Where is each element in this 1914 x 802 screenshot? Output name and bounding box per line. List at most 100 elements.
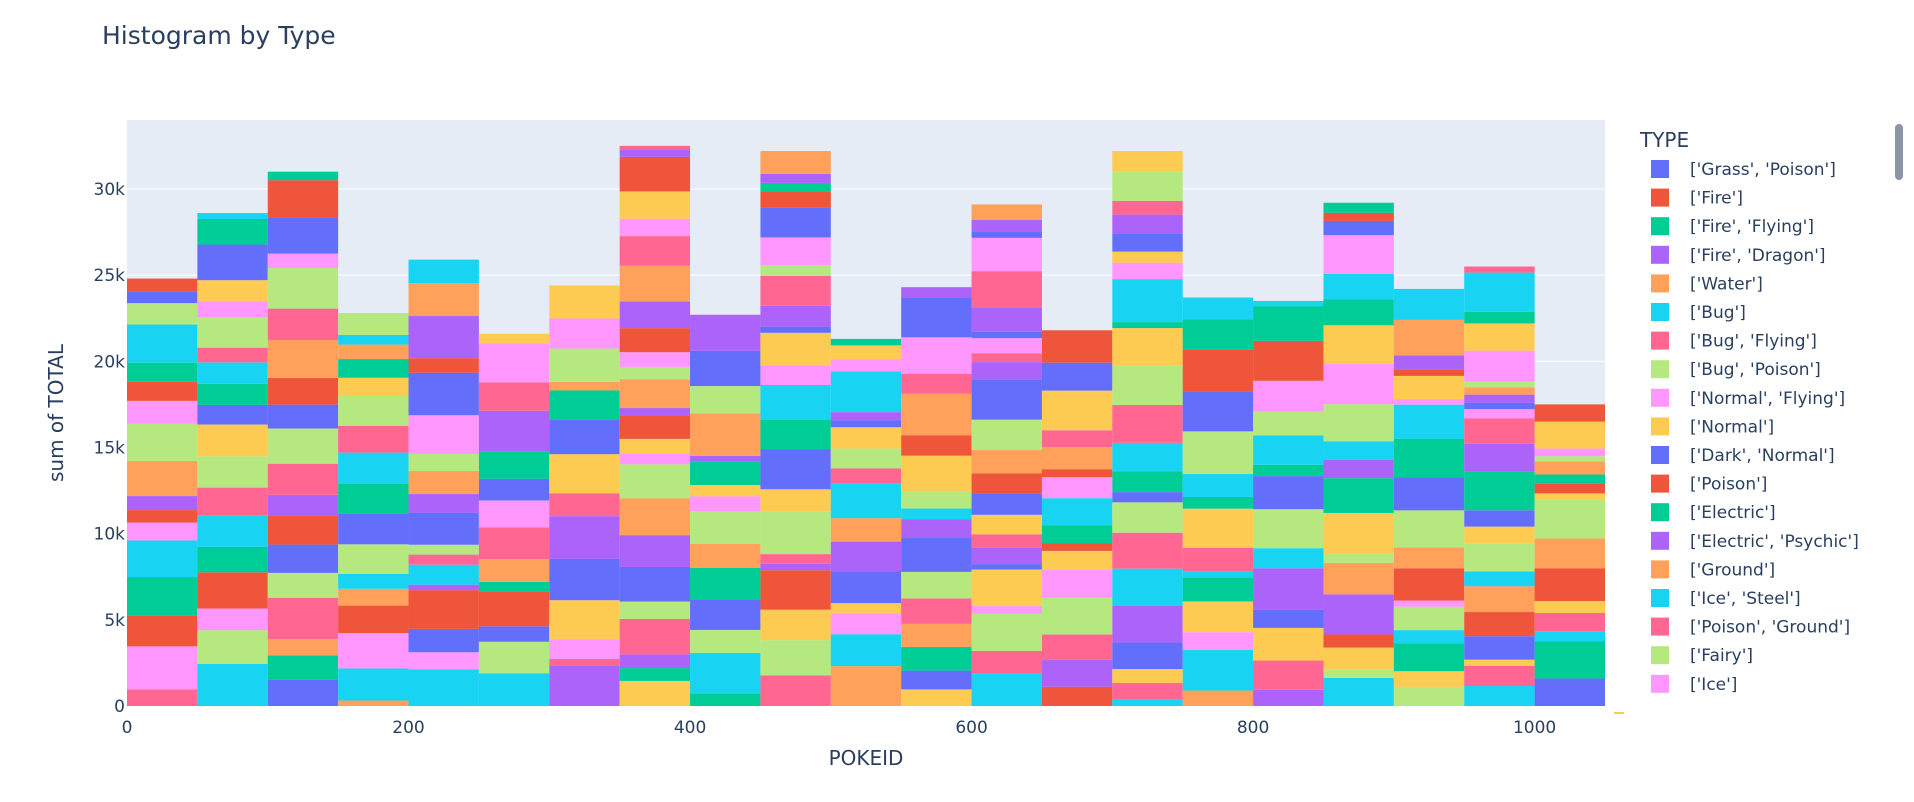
bar-segment xyxy=(197,664,267,706)
legend-item[interactable]: ['Ice', 'Steel'] xyxy=(1651,589,1801,609)
bar-segment xyxy=(620,416,690,439)
bar-segment xyxy=(127,510,197,522)
bar-segment xyxy=(1112,606,1182,643)
y-axis-ticks: 0 5k 10k 15k 20k 25k 30k xyxy=(94,180,126,717)
bar-segment xyxy=(338,544,408,574)
legend[interactable]: TYPE ['Grass', 'Poison'] ['Fire'] ['Fire',… xyxy=(1614,128,1859,714)
bar-segment xyxy=(831,371,901,412)
legend-item[interactable]: ['Poison'] xyxy=(1651,475,1767,495)
bar-segment xyxy=(620,668,690,681)
bar-segment xyxy=(197,547,267,572)
bar-segment xyxy=(901,491,971,508)
legend-item[interactable]: ['Fire', 'Flying'] xyxy=(1651,217,1814,237)
bar-segment xyxy=(690,599,760,630)
legend-item[interactable]: ['Ice'] xyxy=(1651,675,1737,695)
legend-swatch xyxy=(1651,246,1669,264)
legend-item[interactable]: ['Electric'] xyxy=(1651,503,1776,523)
bar-segment xyxy=(1042,551,1112,570)
bar-segment xyxy=(549,665,619,706)
bar-segment xyxy=(1253,628,1323,661)
bar-segment xyxy=(409,471,479,494)
bar-segment xyxy=(1323,221,1393,235)
bar-segment xyxy=(760,237,830,265)
bar-segment xyxy=(1253,661,1323,690)
bar-segment xyxy=(409,652,479,669)
bar-segment xyxy=(1183,691,1253,706)
bar-segment xyxy=(549,639,619,658)
bar-segment xyxy=(690,456,760,461)
bar-segment xyxy=(901,297,971,337)
bar-segment xyxy=(620,602,690,619)
bar-segment xyxy=(197,515,267,547)
legend-item[interactable]: ['Fire'] xyxy=(1651,189,1743,209)
bar-segment xyxy=(197,301,267,317)
legend-item[interactable]: ['Dark', 'Normal'] xyxy=(1651,446,1835,466)
bar-segment xyxy=(1535,679,1605,706)
bar-segment xyxy=(268,495,338,515)
legend-item[interactable]: ['Grass', 'Poison'] xyxy=(1651,160,1836,180)
legend-item[interactable]: ['Electric', 'Psychic'] xyxy=(1651,532,1859,552)
bar-segment xyxy=(1464,660,1534,666)
legend-scrollbar[interactable] xyxy=(1895,124,1903,180)
bar-segment xyxy=(1323,404,1393,441)
legend-item[interactable]: ['Normal'] xyxy=(1651,417,1774,437)
bar-segment xyxy=(690,511,760,543)
bar-segment xyxy=(972,674,1042,706)
bar-segment xyxy=(338,335,408,345)
legend-item[interactable]: ['Bug', 'Poison'] xyxy=(1651,360,1821,380)
legend-label: ['Ground'] xyxy=(1690,560,1775,580)
bar-segment xyxy=(127,291,197,303)
y-tick-label: 15k xyxy=(94,438,126,458)
legend-swatch xyxy=(1651,646,1669,664)
bar-segment xyxy=(1253,476,1323,509)
bar-segment xyxy=(1464,636,1534,659)
legend-item[interactable]: ['Bug'] xyxy=(1651,303,1746,323)
bar-segment xyxy=(409,283,479,316)
legend-item[interactable]: ['Fire', 'Dragon'] xyxy=(1651,246,1826,266)
bar-segment xyxy=(1535,568,1605,601)
bar-segment xyxy=(268,378,338,405)
bar-segment xyxy=(1535,613,1605,631)
legend-item[interactable]: ['Bug', 'Flying'] xyxy=(1651,332,1817,352)
bar-segment xyxy=(620,379,690,408)
bar-segment xyxy=(1323,678,1393,706)
bar-segment xyxy=(1464,686,1534,706)
bar-segment xyxy=(1112,328,1182,366)
legend-item[interactable]: ['Ground'] xyxy=(1651,560,1775,580)
bar-segment xyxy=(549,319,619,349)
bar-segment xyxy=(620,266,690,302)
bar-segment xyxy=(760,570,830,610)
bar-segment xyxy=(1183,474,1253,497)
x-tick-label: 800 xyxy=(1237,718,1269,738)
bar-segment xyxy=(197,630,267,664)
legend-title: TYPE xyxy=(1639,128,1689,152)
legend-label: ['Water'] xyxy=(1690,274,1763,294)
legend-label: ['Grass', 'Poison'] xyxy=(1690,160,1836,180)
bar-segment xyxy=(1112,471,1182,492)
bar-segment xyxy=(690,496,760,511)
bar-segment xyxy=(620,619,690,654)
bar-segment xyxy=(620,191,690,218)
bar-segment xyxy=(1112,215,1182,234)
legend-item[interactable]: ['Poison', 'Ground'] xyxy=(1651,618,1850,638)
bar-segment xyxy=(831,345,901,359)
legend-item[interactable]: ['Fairy'] xyxy=(1651,646,1753,666)
bar-segment xyxy=(409,513,479,545)
bar-segment xyxy=(620,681,690,706)
legend-swatch xyxy=(1651,532,1669,550)
bar-segment xyxy=(268,340,338,378)
bar-segment xyxy=(1535,539,1605,569)
bar-segment xyxy=(1323,513,1393,554)
bar-segment xyxy=(1253,548,1323,568)
legend-label: ['Ice'] xyxy=(1690,675,1737,695)
bar-segment xyxy=(760,489,830,511)
legend-item[interactable]: ['Normal', 'Flying'] xyxy=(1651,389,1845,409)
bar-segment xyxy=(620,654,690,668)
bar-segment xyxy=(1042,525,1112,543)
legend-item[interactable]: ['Water'] xyxy=(1651,274,1763,294)
y-tick-label: 20k xyxy=(94,352,126,372)
legend-label: ['Poison', 'Ground'] xyxy=(1690,618,1850,638)
legend-items[interactable]: ['Grass', 'Poison'] ['Fire'] ['Fire', 'Fly… xyxy=(1651,160,1859,695)
bar-segment xyxy=(1253,381,1323,412)
legend-swatch xyxy=(1651,303,1669,321)
